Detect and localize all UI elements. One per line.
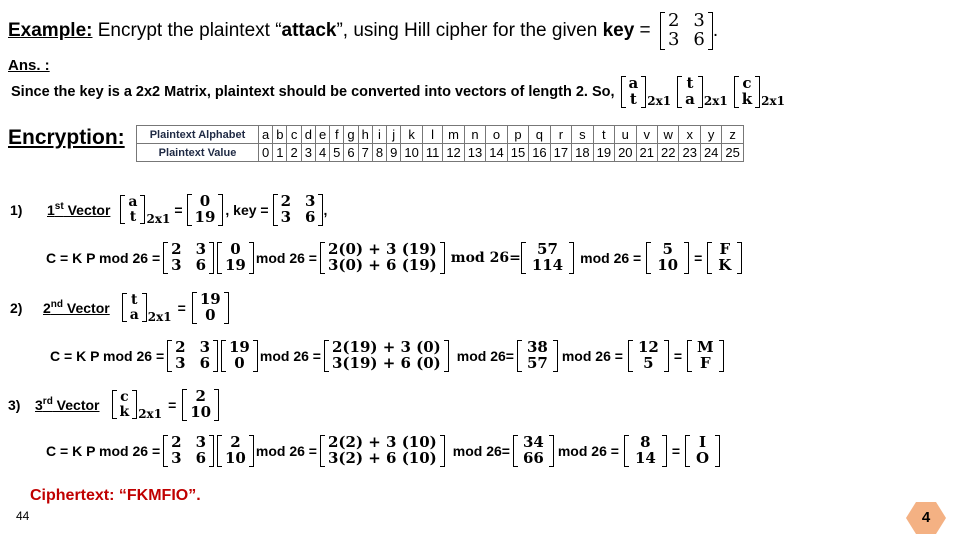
key-cell: 6 xyxy=(693,28,705,50)
page-badge-number: 4 xyxy=(921,509,931,526)
footer-slide-number: 44 xyxy=(16,509,30,523)
key-cell: 3 xyxy=(667,28,680,50)
encryption-label: Encryption: xyxy=(8,126,125,149)
step1-value-vector: 0 19 xyxy=(186,193,224,226)
example-label: Example: xyxy=(8,19,93,41)
page-badge-shape xyxy=(906,502,946,534)
step2-value-vector: 19 0 xyxy=(191,291,229,324)
ans-label: Ans. : xyxy=(8,57,50,74)
step2-vector-label: 2nd Vector xyxy=(43,298,110,316)
step1-vector-label: 1st Vector xyxy=(47,200,111,218)
title-text-middle: ”, using Hill cipher for the given xyxy=(336,19,603,41)
intro-line: Since the key is a 2x2 Matrix, plaintext… xyxy=(11,74,785,108)
key-cell: 3 xyxy=(693,10,705,31)
row-header-alphabet: Plaintext Alphabet xyxy=(136,125,259,144)
title-key-matrix: 2 3 3 6 xyxy=(659,10,713,50)
title-key-word: key xyxy=(602,19,635,41)
row-header-value: Plaintext Value xyxy=(136,143,259,162)
intro-text: Since the key is a 2x2 Matrix, plaintext… xyxy=(11,83,615,100)
key-cell: 2 xyxy=(667,10,680,31)
step3-value-vector: 2 10 xyxy=(182,388,220,421)
ciphertext-result: Ciphertext: “FKMFIO”. xyxy=(30,487,201,504)
title-eq: = xyxy=(634,19,651,41)
table-row: Plaintext Value 0 1 2 3 4 5 6 7 8 9 10 11 12 13 14 15 16… xyxy=(136,143,744,162)
title-plain-word: attack xyxy=(281,19,337,41)
step3-vector-label: 3rd Vector xyxy=(35,395,100,413)
title-period: . xyxy=(712,19,719,41)
title-text-before: Encrypt the plaintext “ xyxy=(92,19,282,41)
title-line: Example: Encrypt the plaintext “attack”,… xyxy=(8,10,719,50)
